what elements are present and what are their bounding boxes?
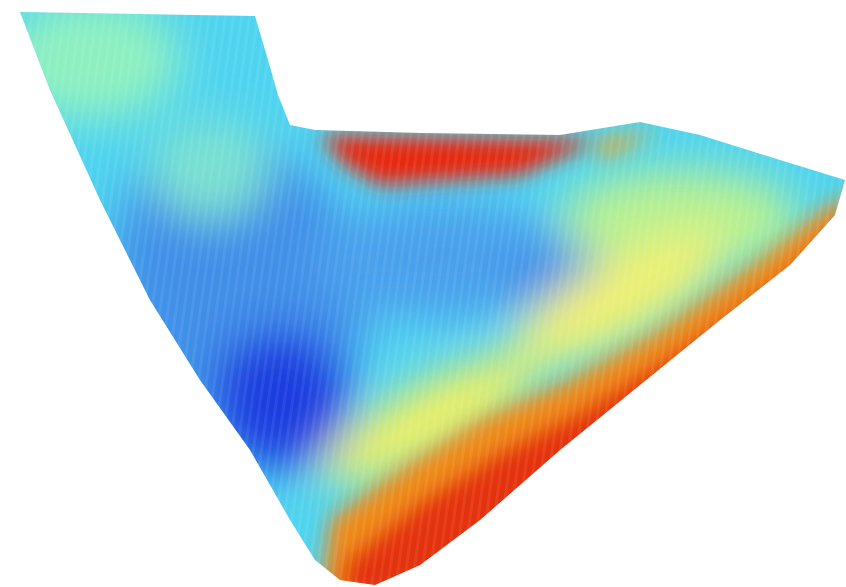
texture <box>0 0 846 587</box>
field <box>0 0 846 587</box>
page <box>0 0 846 587</box>
field-map <box>0 0 846 587</box>
